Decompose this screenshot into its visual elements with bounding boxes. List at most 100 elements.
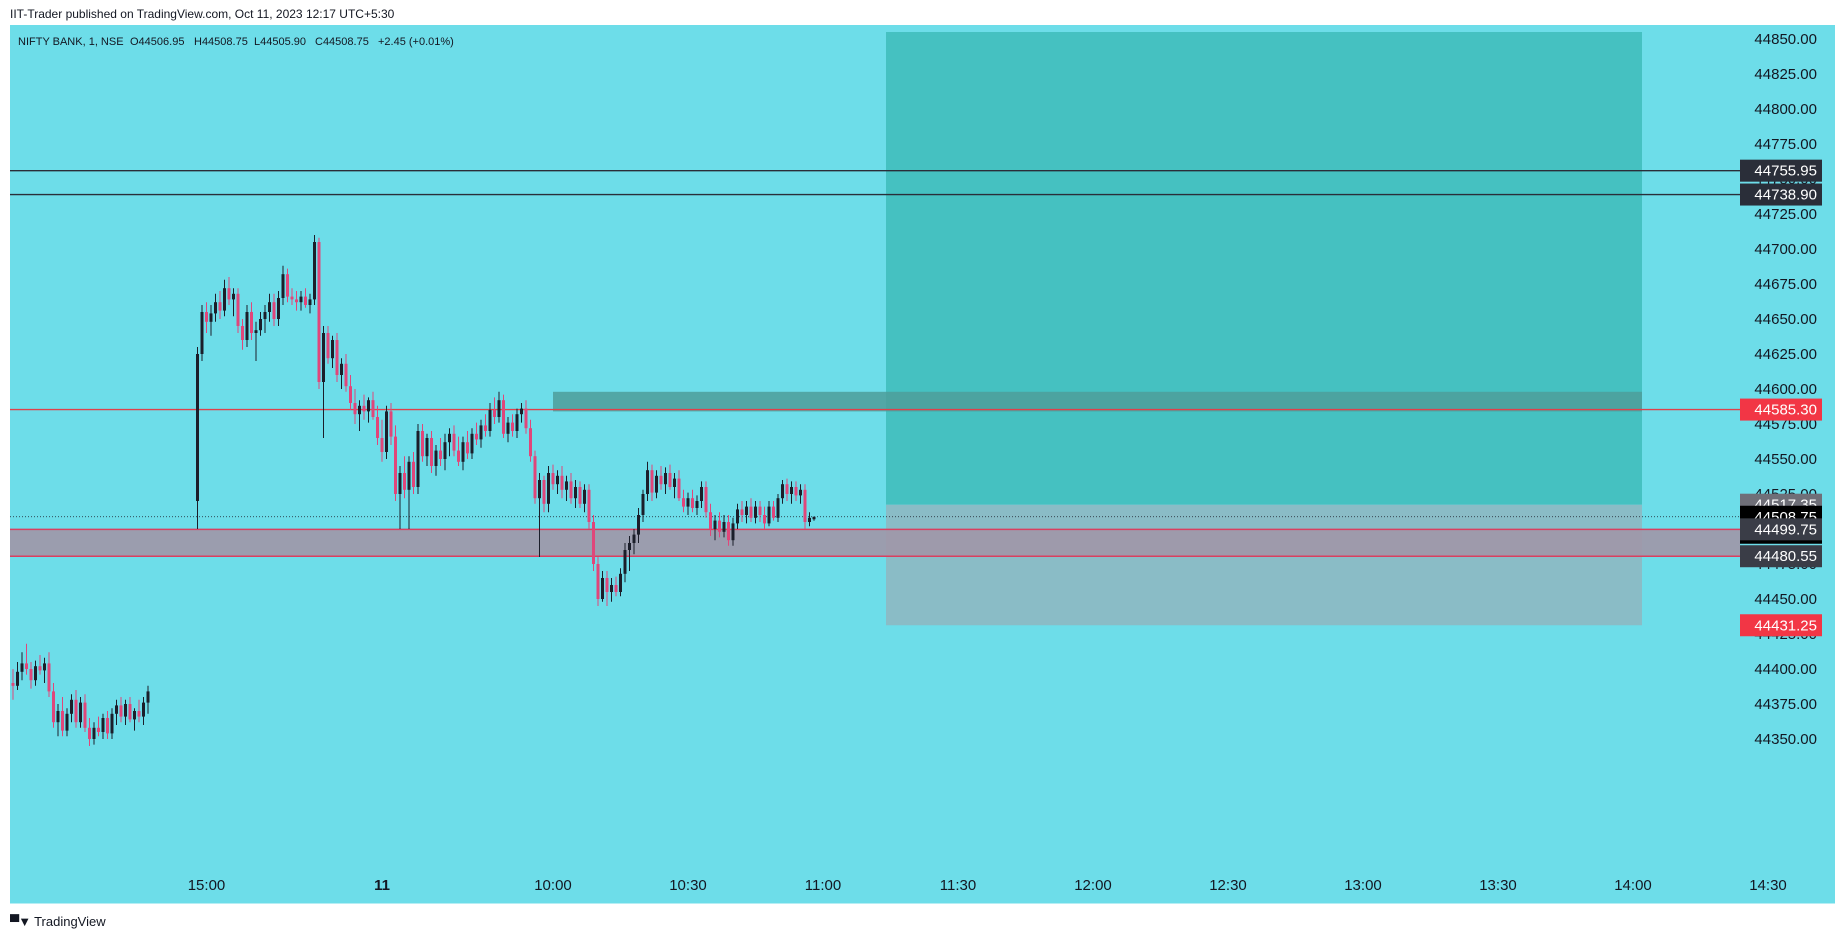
candle-body	[524, 408, 528, 429]
candle-body	[637, 515, 640, 535]
footer-brand[interactable]: ▀▼ TradingView	[10, 914, 106, 929]
supply-zone	[553, 391, 1642, 412]
candle-body	[322, 333, 325, 382]
candle-body	[479, 425, 483, 440]
candle-body	[587, 489, 591, 522]
candle-body	[407, 461, 411, 490]
candle-body	[470, 433, 474, 454]
candle-body	[281, 274, 285, 298]
loss-zone	[886, 504, 1642, 626]
x-tick-label: 14:00	[1614, 877, 1652, 894]
candle-body	[11, 683, 15, 686]
candle-body	[794, 487, 798, 496]
candle-body	[88, 727, 91, 739]
candle-body	[299, 296, 303, 303]
candle-body	[34, 666, 37, 681]
line-price-tag-label: 44738.90	[1754, 187, 1817, 204]
candle-body	[263, 312, 267, 319]
candle-body	[533, 456, 537, 499]
candle-body	[452, 433, 456, 451]
candle-body	[749, 506, 753, 518]
candle-body	[650, 470, 654, 493]
y-tick-label: 44375.00	[1754, 696, 1817, 713]
candle-body	[394, 436, 397, 494]
candle-body	[443, 442, 447, 459]
candle-body	[506, 422, 510, 434]
candle-body	[578, 487, 582, 504]
plot-area[interactable]	[10, 25, 1740, 904]
candle-body	[628, 543, 631, 550]
candle-body	[241, 326, 244, 340]
candle-body	[124, 704, 127, 717]
line-price-tag	[1740, 183, 1822, 206]
candle-body	[25, 663, 28, 669]
candle-body	[358, 405, 361, 415]
candle-body	[592, 522, 595, 564]
candle-body	[331, 340, 334, 359]
line-price-tag	[1740, 159, 1822, 182]
candle-body	[785, 484, 789, 494]
legend-open: O44506.95	[130, 36, 184, 48]
candle-body	[614, 585, 618, 592]
candle-body	[569, 481, 573, 499]
candle-body	[277, 298, 280, 319]
candle-body	[38, 666, 42, 671]
price-tag-label: 44480.55	[1754, 548, 1817, 565]
profit-zone	[886, 32, 1642, 505]
y-tick-label: 44650.00	[1754, 311, 1817, 328]
candle-body	[695, 501, 699, 508]
candle-body	[232, 293, 235, 300]
candle-body	[416, 431, 420, 487]
candle-body	[245, 312, 249, 340]
candle-body	[668, 473, 672, 487]
candle-body	[574, 487, 577, 499]
candle-body	[799, 489, 802, 496]
candle-body	[412, 461, 415, 487]
candle-body	[146, 691, 150, 703]
line-price-tag-label: 44585.30	[1754, 402, 1817, 419]
candle-body	[677, 478, 681, 499]
candle-body	[70, 699, 73, 714]
candle-body	[97, 727, 100, 732]
candle-body	[304, 296, 307, 305]
candle-body	[421, 431, 424, 457]
candle-body	[565, 481, 568, 490]
y-tick-label: 44850.00	[1754, 31, 1817, 48]
candle-body	[682, 498, 685, 507]
candle-body	[439, 450, 442, 459]
candle-body	[772, 506, 775, 518]
candle-body	[457, 450, 460, 462]
candle-body	[547, 473, 550, 504]
candle-body	[781, 484, 784, 499]
candle-body	[106, 718, 109, 734]
candle-body	[713, 520, 717, 529]
y-tick-label: 44700.00	[1754, 241, 1817, 258]
candle-body	[430, 438, 433, 466]
x-tick-label: 11:30	[940, 877, 976, 894]
candle-body	[61, 711, 64, 731]
candle-body	[223, 288, 226, 311]
candle-body	[200, 312, 204, 354]
candle-body	[596, 564, 600, 599]
candle-body	[326, 333, 330, 359]
candle-body	[511, 422, 514, 431]
candle-body	[808, 517, 811, 522]
candle-body	[610, 585, 613, 592]
candle-body	[101, 718, 105, 732]
candle-body	[236, 293, 240, 326]
x-tick-label: 12:30	[1209, 877, 1247, 894]
candle-body	[20, 663, 24, 672]
legend-symbol: NIFTY BANK, 1, NSE	[18, 36, 124, 48]
candle-body	[313, 242, 316, 300]
y-tick-label: 44400.00	[1754, 661, 1817, 678]
candle-body	[259, 319, 262, 331]
legend-high: H44508.75	[194, 36, 248, 48]
candle-body	[745, 506, 748, 515]
x-tick-label: 11:00	[805, 877, 841, 894]
candle-body	[722, 522, 726, 532]
tradingview-logo-icon: ▀▼	[10, 914, 31, 929]
candle-body	[709, 512, 712, 529]
candle-body	[353, 403, 357, 415]
candle-body	[254, 330, 258, 333]
